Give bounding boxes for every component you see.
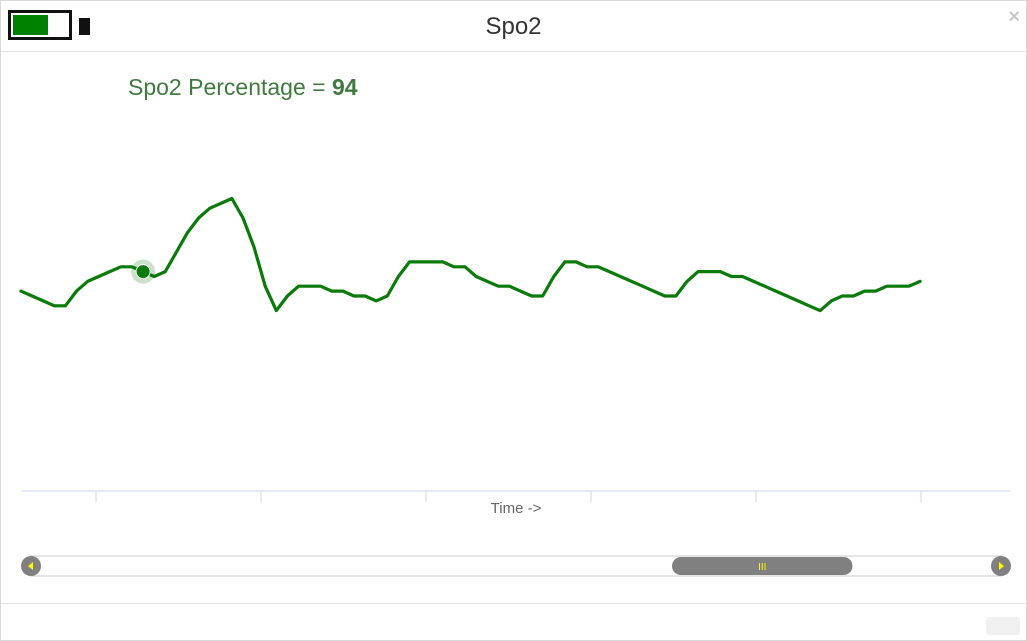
spo2-line-chart: Time -> III bbox=[19, 196, 1011, 577]
scrollbar-track[interactable] bbox=[30, 555, 1002, 577]
spo2-readout-value: 94 bbox=[331, 74, 358, 100]
dialog-title: Spo2 bbox=[485, 13, 542, 40]
spo2-readout: Spo2 Percentage = 94 bbox=[128, 74, 358, 101]
battery-icon bbox=[8, 10, 72, 40]
spo2-readout-label: Spo2 Percentage = bbox=[128, 74, 332, 100]
arrow-left-icon bbox=[28, 562, 33, 570]
spo2-series-line bbox=[19, 196, 922, 313]
close-icon[interactable]: × bbox=[1008, 6, 1020, 28]
hover-marker-point[interactable] bbox=[135, 264, 151, 280]
arrow-right-icon bbox=[999, 562, 1004, 570]
footer-button[interactable] bbox=[986, 617, 1020, 635]
x-axis-title: Time -> bbox=[491, 500, 542, 517]
scrollbar-thumb[interactable] bbox=[671, 557, 853, 575]
dialog-footer bbox=[1, 603, 1026, 604]
scrollbar-grip-icon: III bbox=[758, 562, 766, 573]
battery-terminal-icon bbox=[79, 18, 90, 35]
battery-level-fill bbox=[13, 15, 48, 35]
dialog-header: Spo2 × bbox=[1, 1, 1026, 52]
